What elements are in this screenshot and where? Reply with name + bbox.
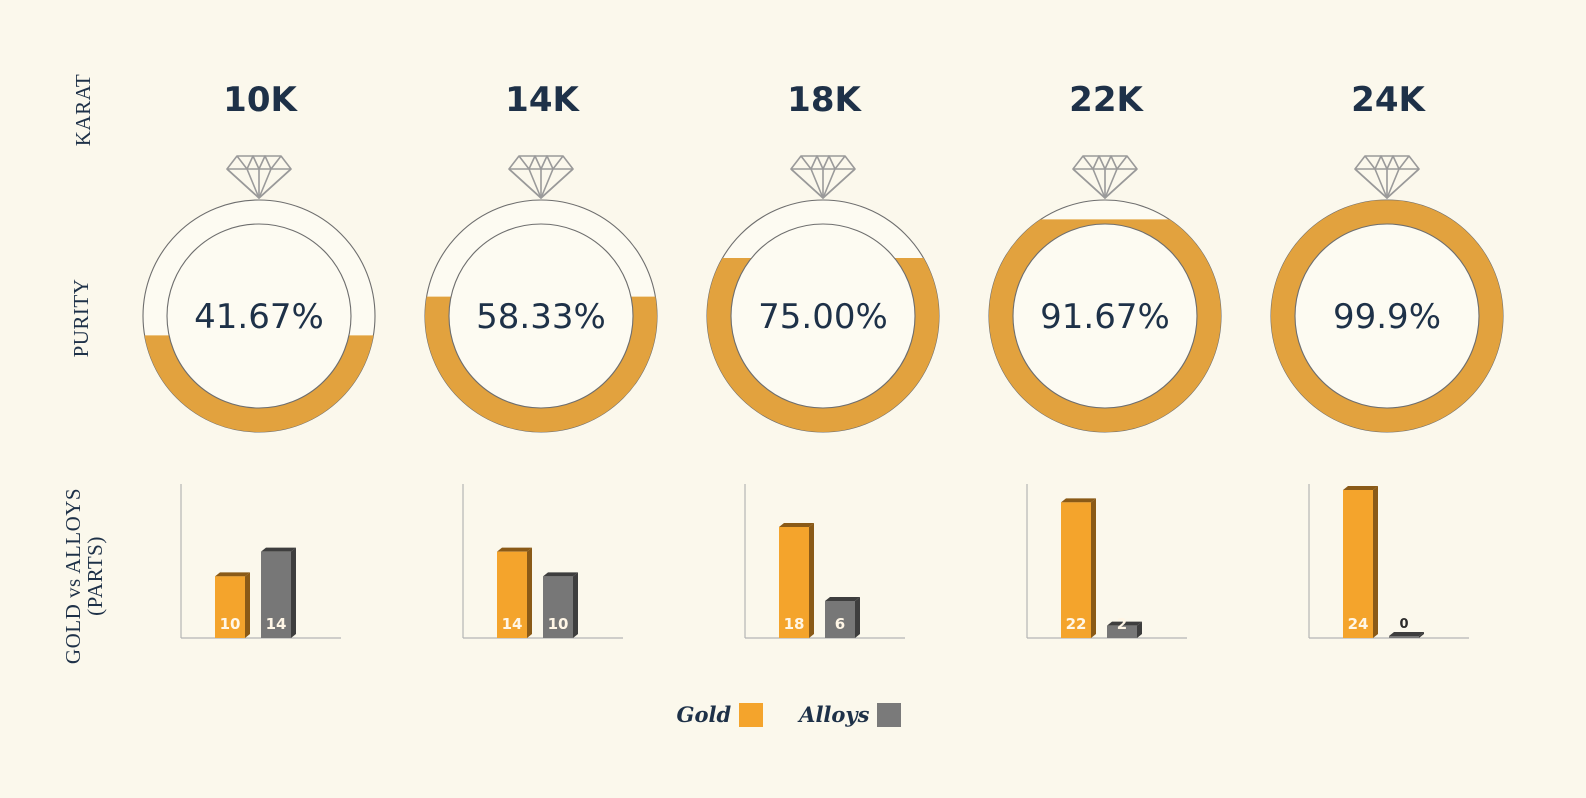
- bar-alloys-value-label: 2: [1117, 615, 1127, 633]
- bar-gold-top: [215, 572, 250, 577]
- bar-gold-top: [497, 547, 532, 552]
- parts-bar-chart-10k: 10 14: [180, 484, 341, 639]
- bar-alloys: [1389, 636, 1419, 638]
- bar-gold-value-label: 10: [220, 615, 241, 633]
- ring-gold-fill: [707, 258, 939, 432]
- parts-bar-chart-22k: 22 2: [1026, 484, 1187, 639]
- bar-gold: [497, 551, 527, 638]
- bar-gold-side: [527, 547, 532, 638]
- purity-ring-18k: 75.00%: [706, 199, 940, 433]
- bar-alloys: [543, 576, 573, 638]
- bar-gold: [1061, 502, 1091, 638]
- bar-alloys: [1107, 625, 1137, 638]
- legend: Gold Alloys: [0, 702, 1582, 727]
- diamond-icon: [508, 155, 574, 199]
- bar-alloys-side: [291, 547, 296, 638]
- bar-gold-side: [1373, 486, 1378, 638]
- bar-gold-value-label: 18: [784, 615, 805, 633]
- bar-alloys-side: [1419, 632, 1424, 638]
- karat-heading-14k: 14K: [505, 80, 579, 120]
- bar-gold-top: [1061, 498, 1096, 503]
- purity-label: 75.00%: [758, 297, 888, 337]
- bar-alloys-side: [1137, 621, 1142, 638]
- bar-alloys-top: [1389, 632, 1424, 636]
- bar-alloys-top: [1107, 621, 1142, 626]
- ring-inner-outline: [730, 223, 916, 409]
- purity-label: 41.67%: [194, 297, 324, 337]
- purity-ring-24k: 99.9%: [1270, 199, 1504, 433]
- legend-item-gold: Gold: [677, 702, 764, 727]
- ring-inner-outline: [448, 223, 634, 409]
- bar-alloys-side: [573, 572, 578, 638]
- parts-bar-chart-14k: 14 10: [462, 484, 623, 639]
- diamond-crown-facets: [1082, 155, 1128, 170]
- karat-heading-10k: 10K: [223, 80, 297, 120]
- legend-swatch-gold: [739, 702, 764, 727]
- purity-ring-10k: 41.67%: [142, 199, 376, 433]
- karat-heading-18k: 18K: [787, 80, 861, 120]
- legend-item-alloys: Alloys: [799, 702, 902, 727]
- bar-gold-value-label: 24: [1348, 615, 1369, 633]
- legend-label-gold: Gold: [676, 702, 732, 727]
- bar-gold-side: [1091, 498, 1096, 638]
- purity-label: 99.9%: [1333, 297, 1441, 337]
- diamond-crown-facets: [518, 155, 564, 170]
- diamond-crown-facets: [236, 155, 282, 170]
- purity-label: 91.67%: [1040, 297, 1170, 337]
- bar-alloys: [825, 601, 855, 638]
- bar-gold-side: [809, 523, 814, 638]
- bar-gold-value-label: 14: [502, 615, 523, 633]
- parts-bar-chart-24k: 24 0: [1308, 484, 1469, 639]
- bar-gold: [215, 576, 245, 638]
- bar-alloys-value-label: 14: [266, 615, 287, 633]
- bar-alloys-value-label: 10: [548, 615, 569, 633]
- purity-ring-14k: 58.33%: [424, 199, 658, 433]
- bar-gold-value-label: 22: [1066, 615, 1087, 633]
- bar-alloys-value-label: 6: [835, 615, 845, 633]
- ring-inner-outline: [166, 223, 352, 409]
- bar-gold-top: [779, 523, 814, 527]
- ring-inner-outline: [1012, 223, 1198, 409]
- bar-alloys-top: [261, 547, 296, 552]
- karat-column-22k: 91.67%22 2: [988, 155, 1222, 639]
- karat-column-14k: 58.33% 14 10: [424, 155, 658, 639]
- diamond-icon: [226, 155, 292, 199]
- bar-gold-top: [1343, 486, 1378, 490]
- bar-alloys-top: [543, 572, 578, 577]
- karat-heading-24k: 24K: [1351, 80, 1425, 120]
- bar-gold-side: [245, 572, 250, 638]
- ring-gold-fill: [425, 296, 657, 432]
- ring-inner-outline: [1294, 223, 1480, 409]
- legend-swatch-alloys: [877, 702, 902, 727]
- diamond-icon: [1354, 155, 1420, 199]
- purity-ring-22k: 91.67%: [988, 199, 1222, 433]
- karat-column-10k: 41.67% 10 14: [142, 155, 376, 639]
- diamond-crown-facets: [800, 155, 846, 170]
- legend-label-alloys: Alloys: [799, 702, 870, 727]
- parts-bar-chart-18k: 18 6: [744, 484, 905, 639]
- bar-alloys-top: [825, 597, 860, 601]
- diamond-crown-facets: [1364, 155, 1410, 170]
- karat-heading-22k: 22K: [1069, 80, 1143, 120]
- karat-column-24k: 99.9% 24 0: [1270, 155, 1504, 639]
- karat-column-18k: 75.00% 18 6: [706, 155, 940, 639]
- diamond-icon: [1072, 155, 1138, 199]
- bar-alloys-side: [855, 597, 860, 638]
- ring-gold-fill: [144, 335, 374, 432]
- bar-gold: [779, 527, 809, 638]
- bar-alloys-value-label: 0: [1399, 617, 1408, 632]
- purity-label: 58.33%: [476, 297, 606, 337]
- bar-gold: [1343, 490, 1373, 638]
- bar-alloys: [261, 551, 291, 638]
- diamond-icon: [790, 155, 856, 199]
